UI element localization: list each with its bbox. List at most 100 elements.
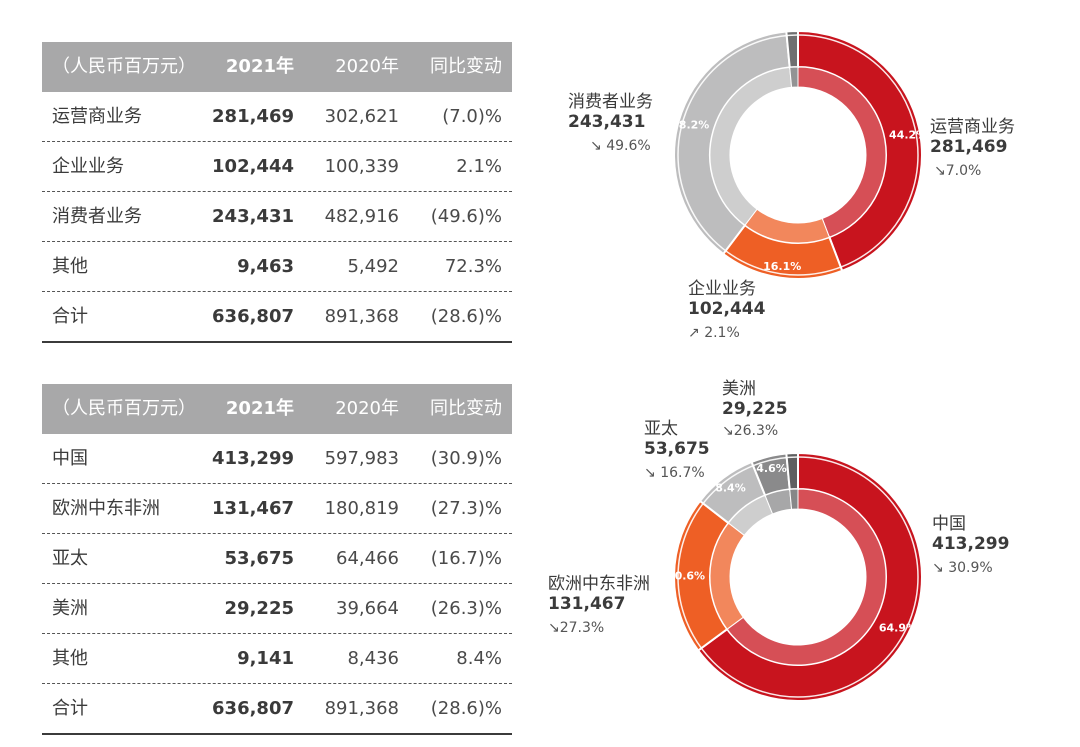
row-2021: 636,807 — [212, 698, 294, 719]
row-label: 企业业务 — [52, 156, 124, 177]
row-2020: 64,466 — [336, 548, 399, 569]
callout-change: 26.3% — [733, 423, 779, 440]
callout-americas: 美洲 29,225 ↘26.3% — [722, 379, 788, 440]
row-change: 2.1% — [456, 156, 502, 177]
header-unit: （人民币百万元） — [52, 398, 196, 419]
row-2020: 891,368 — [324, 306, 399, 327]
row-label: 运营商业务 — [52, 106, 142, 127]
row-2021: 636,807 — [212, 306, 294, 327]
callout-change: 2.1% — [704, 325, 740, 342]
row-2020: 302,621 — [324, 106, 399, 127]
row-2021: 29,225 — [224, 598, 294, 619]
row-2021: 9,141 — [237, 648, 294, 669]
row-label: 美洲 — [52, 598, 88, 619]
arrow-down-icon: ↘ — [722, 423, 734, 440]
callout-value: 53,675 — [644, 438, 710, 459]
slice-percent-label: 8.4% — [715, 482, 746, 495]
row-2020: 180,819 — [324, 498, 399, 519]
row-label: 欧洲中东非洲 — [52, 498, 160, 519]
callout-value: 243,431 — [568, 111, 646, 132]
segment-donut-chart: 44.2% 16.1% 38.2% — [671, 29, 927, 280]
row-2021: 281,469 — [212, 106, 294, 127]
slice-percent-label: 16.1% — [763, 260, 801, 273]
row-change: (49.6)% — [430, 206, 502, 227]
donut-hole — [730, 509, 866, 645]
callout-change: 30.9% — [948, 560, 993, 577]
callout-name: 中国 — [932, 514, 966, 534]
slice-percent-label: 38.2% — [671, 118, 709, 131]
table-row: 其他 9,141 8,436 8.4% — [42, 634, 512, 684]
callout-apac: 亚太 53,675 ↘ 16.7% — [644, 419, 710, 482]
header-unit: （人民币百万元） — [52, 56, 196, 77]
callout-enterprise: 企业业务 102,444 ↗ 2.1% — [688, 279, 766, 342]
callout-value: 102,444 — [688, 298, 766, 319]
header-2020: 2020年 — [335, 398, 399, 419]
row-change: 8.4% — [456, 648, 502, 669]
table-total-row: 合计 636,807 891,368 (28.6)% — [42, 292, 512, 343]
segment-revenue-table: （人民币百万元） 2021年 2020年 同比变动 运营商业务 281,469 … — [42, 42, 512, 343]
header-2021: 2021年 — [225, 56, 294, 77]
arrow-up-icon: ↗ — [688, 325, 700, 342]
table-row: 亚太 53,675 64,466 (16.7)% — [42, 534, 512, 584]
table-row: 企业业务 102,444 100,339 2.1% — [42, 142, 512, 192]
arrow-down-icon: ↘ — [548, 620, 560, 637]
callout-value: 131,467 — [548, 593, 626, 614]
table-header: （人民币百万元） 2021年 2020年 同比变动 — [42, 42, 512, 92]
row-change: (7.0)% — [442, 106, 502, 127]
row-label: 消费者业务 — [52, 206, 142, 227]
header-change: 同比变动 — [430, 398, 502, 419]
callout-name: 亚太 — [644, 419, 678, 439]
header-2021: 2021年 — [225, 398, 294, 419]
row-2021: 102,444 — [212, 156, 294, 177]
callout-name: 运营商业务 — [930, 117, 1015, 137]
row-change: (26.3)% — [430, 598, 502, 619]
table-row: 运营商业务 281,469 302,621 (7.0)% — [42, 92, 512, 142]
row-2020: 597,983 — [324, 448, 399, 469]
arrow-down-icon: ↘ — [590, 138, 602, 155]
row-change: (16.7)% — [430, 548, 502, 569]
donut-slice-inner — [789, 66, 799, 88]
row-label: 合计 — [52, 698, 88, 719]
row-2020: 482,916 — [324, 206, 399, 227]
row-label: 亚太 — [52, 548, 88, 569]
callout-change: 7.0% — [945, 163, 982, 180]
table-row: 中国 413,299 597,983 (30.9)% — [42, 434, 512, 484]
header-2020: 2020年 — [335, 56, 399, 77]
donut-outer-ring — [677, 456, 919, 698]
donut-outer-ring — [677, 34, 919, 276]
slice-percent-label: 44.2% — [889, 129, 927, 142]
row-change: (28.6)% — [430, 306, 502, 327]
arrow-down-icon: ↘ — [932, 560, 944, 577]
callout-change: 16.7% — [660, 465, 705, 482]
row-2021: 413,299 — [212, 448, 294, 469]
row-label: 合计 — [52, 306, 88, 327]
slice-percent-label: 64.9% — [879, 622, 917, 635]
slice-percent-label: 4.6% — [756, 462, 787, 475]
callout-value: 281,469 — [930, 136, 1008, 157]
arrow-down-icon: ↘ — [644, 465, 656, 482]
row-2021: 243,431 — [212, 206, 294, 227]
region-revenue-table: （人民币百万元） 2021年 2020年 同比变动 中国 413,299 597… — [42, 384, 512, 735]
row-label: 其他 — [52, 648, 88, 669]
row-2020: 891,368 — [324, 698, 399, 719]
row-2021: 131,467 — [212, 498, 294, 519]
donut-slice-inner — [789, 488, 799, 510]
row-change: (28.6)% — [430, 698, 502, 719]
table-row: 其他 9,463 5,492 72.3% — [42, 242, 512, 292]
arrow-down-icon: ↘ — [934, 163, 946, 180]
region-donut-chart: 64.9% 20.6% 8.4% 4.6% — [667, 451, 923, 702]
header-change: 同比变动 — [430, 56, 502, 77]
row-2020: 5,492 — [347, 256, 399, 277]
row-2020: 8,436 — [347, 648, 399, 669]
row-label: 其他 — [52, 256, 88, 277]
row-2021: 53,675 — [224, 548, 294, 569]
callout-name: 消费者业务 — [568, 92, 653, 112]
callout-name: 美洲 — [722, 379, 756, 399]
callout-china: 中国 413,299 ↘ 30.9% — [932, 514, 1009, 577]
callout-change: 27.3% — [559, 620, 605, 637]
callout-change: 49.6% — [606, 138, 651, 155]
table-header: （人民币百万元） 2021年 2020年 同比变动 — [42, 384, 512, 434]
table-row: 美洲 29,225 39,664 (26.3)% — [42, 584, 512, 634]
table-total-row: 合计 636,807 891,368 (28.6)% — [42, 684, 512, 735]
